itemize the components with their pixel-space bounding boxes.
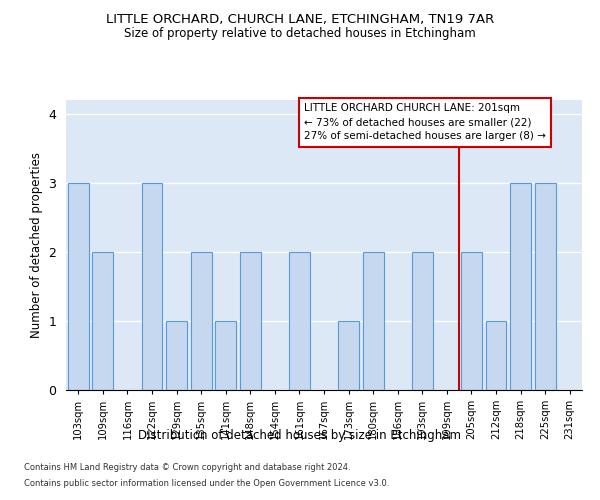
- Bar: [166, 321, 187, 390]
- Text: Distribution of detached houses by size in Etchingham: Distribution of detached houses by size …: [139, 428, 461, 442]
- Bar: [485, 321, 506, 390]
- Bar: [240, 252, 261, 390]
- Bar: [338, 321, 359, 390]
- Bar: [215, 321, 236, 390]
- Bar: [68, 183, 89, 390]
- Text: LITTLE ORCHARD CHURCH LANE: 201sqm
← 73% of detached houses are smaller (22)
27%: LITTLE ORCHARD CHURCH LANE: 201sqm ← 73%…: [304, 104, 546, 142]
- Bar: [412, 252, 433, 390]
- Bar: [535, 183, 556, 390]
- Text: Contains HM Land Registry data © Crown copyright and database right 2024.: Contains HM Land Registry data © Crown c…: [24, 464, 350, 472]
- Bar: [461, 252, 482, 390]
- Bar: [191, 252, 212, 390]
- Text: Contains public sector information licensed under the Open Government Licence v3: Contains public sector information licen…: [24, 478, 389, 488]
- Bar: [92, 252, 113, 390]
- Bar: [289, 252, 310, 390]
- Text: Size of property relative to detached houses in Etchingham: Size of property relative to detached ho…: [124, 28, 476, 40]
- Bar: [362, 252, 383, 390]
- Bar: [510, 183, 531, 390]
- Text: LITTLE ORCHARD, CHURCH LANE, ETCHINGHAM, TN19 7AR: LITTLE ORCHARD, CHURCH LANE, ETCHINGHAM,…: [106, 12, 494, 26]
- Y-axis label: Number of detached properties: Number of detached properties: [30, 152, 43, 338]
- Bar: [142, 183, 163, 390]
